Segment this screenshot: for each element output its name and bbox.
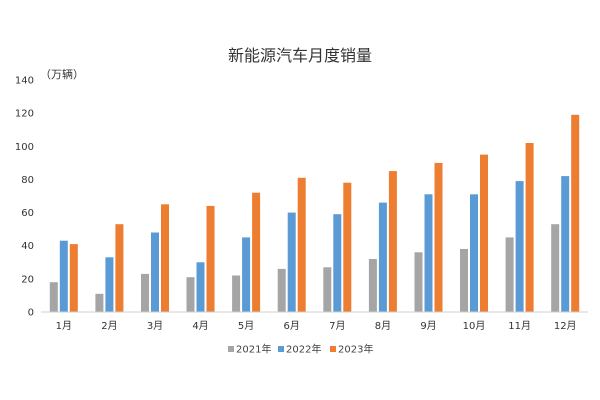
bar-2023年-2月	[115, 224, 124, 312]
bar-2021年-7月	[323, 267, 332, 312]
legend-label-2022年: 2022年	[286, 343, 321, 356]
x-tick-label: 8月	[375, 320, 391, 332]
y-axis-unit-label: （万辆）	[40, 67, 84, 81]
chart-title: 新能源汽车月度销量	[228, 46, 372, 65]
y-tick-label: 80	[21, 175, 34, 186]
x-tick-label: 4月	[192, 320, 208, 332]
x-tick-label: 3月	[147, 320, 163, 332]
legend-swatch-2021年	[228, 346, 234, 352]
bar-2022年-4月	[196, 262, 205, 312]
bar-2021年-6月	[277, 268, 286, 312]
x-tick-label: 1月	[56, 320, 72, 332]
bar-2022年-12月	[561, 176, 570, 312]
bar-2022年-8月	[378, 202, 387, 312]
bar-2023年-11月	[525, 143, 534, 312]
y-tick-label: 60	[21, 208, 34, 219]
bar-2023年-10月	[480, 154, 488, 312]
y-tick-label: 0	[28, 308, 34, 319]
bar-2022年-3月	[151, 232, 159, 312]
bar-2022年-7月	[333, 214, 342, 312]
bar-2022年-2月	[105, 257, 114, 312]
bar-2021年-4月	[186, 277, 195, 312]
bars-group	[49, 114, 580, 312]
x-tick-label: 10月	[463, 320, 486, 332]
bar-2022年-1月	[59, 240, 68, 312]
bar-2021年-11月	[505, 237, 514, 312]
bar-2022年-11月	[515, 181, 524, 312]
y-tick-label: 140	[15, 76, 34, 87]
bar-2022年-5月	[242, 237, 251, 312]
x-tick-label: 6月	[284, 320, 300, 332]
x-tick-label: 7月	[329, 320, 345, 332]
bar-2021年-9月	[414, 252, 423, 312]
bar-2021年-5月	[232, 275, 241, 312]
bar-2021年-1月	[49, 282, 58, 312]
y-tick-label: 120	[15, 109, 34, 120]
bar-2023年-4月	[206, 205, 215, 312]
legend-swatch-2023年	[330, 346, 336, 352]
x-axis-ticks: 1月 2月 3月 4月 5月 6月 7月 8月 9月 10月 11月 12月	[56, 320, 577, 332]
bar-2023年-8月	[388, 171, 397, 312]
x-tick-label: 2月	[101, 320, 117, 332]
bar-2021年-3月	[141, 273, 149, 312]
y-tick-label: 40	[21, 241, 34, 252]
x-tick-label: 9月	[420, 320, 436, 332]
bar-2023年-5月	[252, 192, 261, 312]
bar-2023年-12月	[571, 114, 580, 312]
bar-2022年-10月	[470, 194, 478, 312]
bar-2021年-12月	[551, 224, 560, 312]
legend-label-2023年: 2023年	[338, 343, 373, 356]
bar-2021年-2月	[95, 293, 104, 312]
x-tick-label: 12月	[554, 320, 577, 332]
bar-2023年-3月	[161, 204, 169, 312]
bar-2023年-7月	[343, 182, 352, 312]
legend-swatch-2022年	[278, 346, 284, 352]
legend: 2021年 2022年 2023年	[228, 343, 373, 356]
y-tick-label: 20	[21, 274, 34, 285]
y-tick-label: 100	[15, 142, 34, 153]
x-tick-label: 11月	[508, 320, 531, 332]
bar-2021年-10月	[460, 249, 468, 312]
bar-2023年-9月	[434, 162, 443, 312]
bar-2023年-6月	[297, 177, 306, 312]
bar-2021年-8月	[368, 259, 377, 312]
bar-2022年-9月	[424, 194, 433, 312]
bar-2022年-6月	[287, 212, 296, 312]
x-tick-label: 5月	[238, 320, 254, 332]
bar-2023年-1月	[69, 244, 78, 312]
y-axis-ticks: 0 20 40 60 80 100 120 140	[15, 76, 34, 319]
legend-label-2021年: 2021年	[236, 343, 271, 356]
